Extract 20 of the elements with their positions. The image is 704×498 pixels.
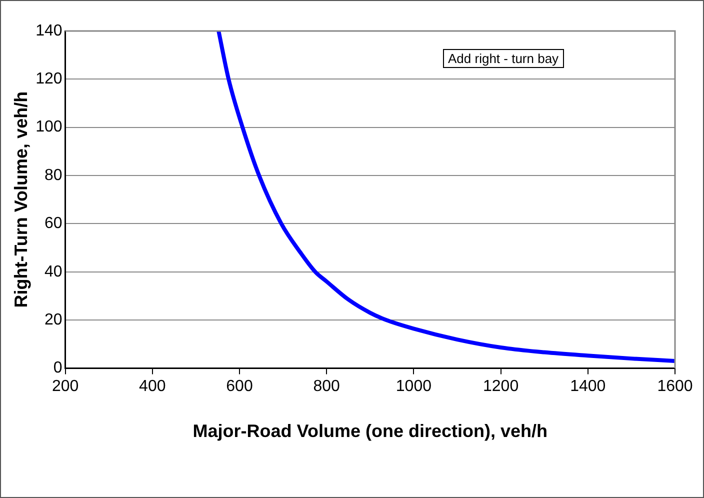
x-tick-label: 1000 xyxy=(396,378,432,396)
x-tick-label: 600 xyxy=(226,378,253,396)
y-tick-label: 80 xyxy=(44,166,62,184)
x-tick-label: 800 xyxy=(313,378,340,396)
x-tick-label: 1200 xyxy=(483,378,519,396)
y-tick-label: 20 xyxy=(44,311,62,328)
x-axis-title: Major-Road Volume (one direction), veh/h xyxy=(192,421,548,442)
line-series xyxy=(216,31,675,363)
x-tick-label: 1600 xyxy=(657,378,693,396)
x-tick-label: 400 xyxy=(139,378,166,396)
y-tick-label: 140 xyxy=(36,22,62,40)
y-tick-label: 100 xyxy=(36,118,62,136)
y-tick-label: 120 xyxy=(36,70,62,88)
y-tick-label: 40 xyxy=(44,263,62,280)
y-axis-title: Right-Turn Volume, veh/h xyxy=(10,91,31,308)
y-tick-label: 60 xyxy=(44,215,62,232)
y-tick-label: 0 xyxy=(53,360,62,377)
x-tick-label: 200 xyxy=(52,378,79,396)
annotation: Add right - turn bay xyxy=(443,49,564,68)
x-tick-label: 1400 xyxy=(570,378,606,396)
